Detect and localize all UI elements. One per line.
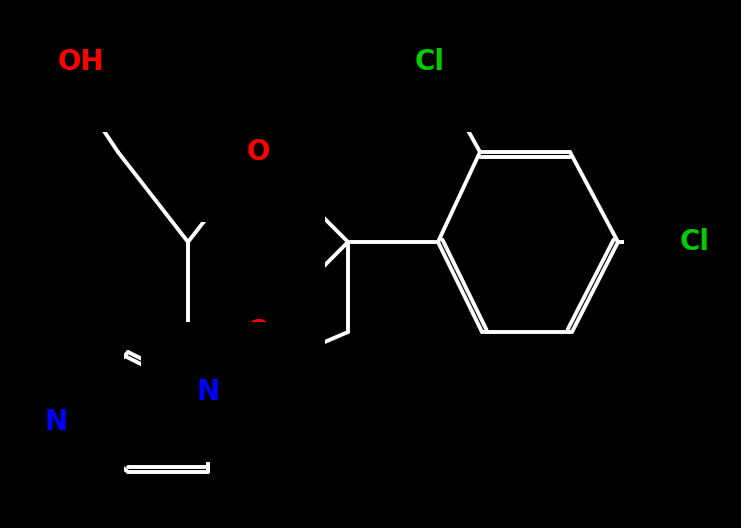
Text: N: N <box>196 378 219 406</box>
Text: OH: OH <box>58 48 104 76</box>
Text: N: N <box>45 408 68 436</box>
Text: Cl: Cl <box>415 48 445 76</box>
Text: O: O <box>246 138 270 166</box>
Text: Cl: Cl <box>680 228 710 256</box>
Text: O: O <box>246 318 270 346</box>
